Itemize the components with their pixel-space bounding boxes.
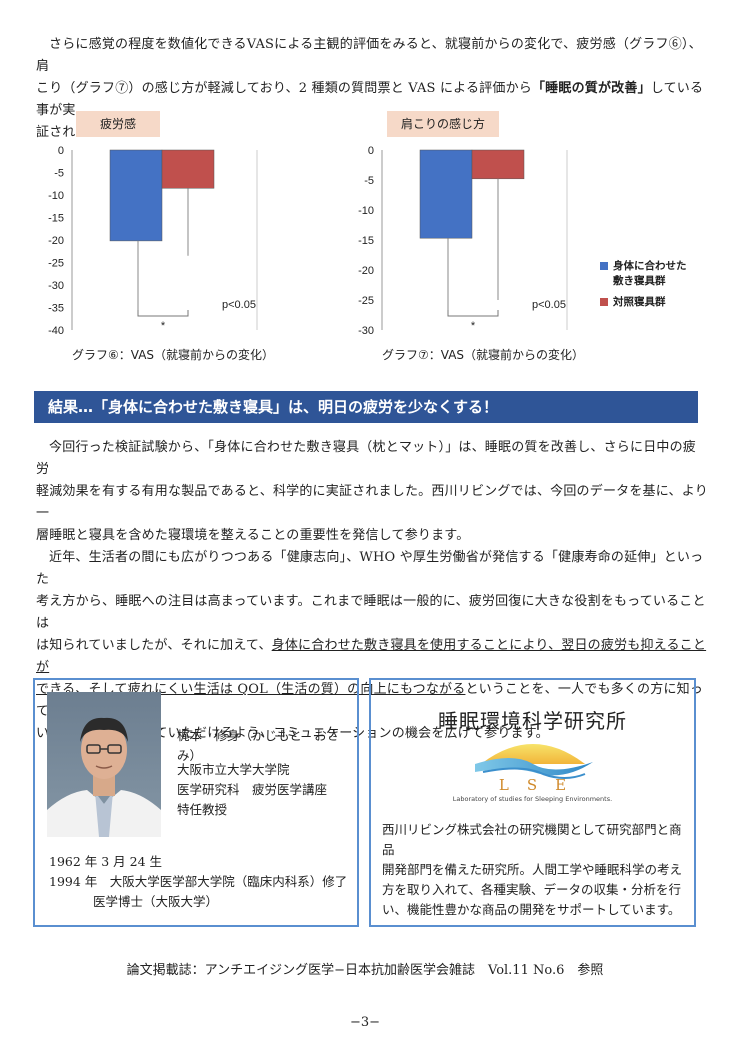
body-line: い、生活に取り入れていただけるよう、コミュニケーションの機会を広げて参ります。 (36, 726, 549, 741)
p-value-label: p<0.05 (222, 299, 256, 311)
profile-history: 1962 年 3 月 24 生 1994 年 大阪大学医学部大学院（臨床内科系）… (49, 854, 348, 909)
underlined-text: 身体に合わせた敷き寝具を使用することにより、翌日の疲労も抑えることが (36, 638, 707, 675)
legend-swatch-red (600, 298, 608, 306)
significance-bracket (447, 310, 499, 317)
bar (161, 149, 215, 189)
reference-note: 論文掲載誌：アンチエイジング医学−日本抗加齢医学会雑誌 Vol.11 No.6 … (126, 963, 604, 978)
lse-logo-icon (475, 744, 593, 779)
y-tick-label: -20 (48, 235, 64, 247)
lse-subtitle: Laboratory of studies for Sleeping Envir… (452, 795, 613, 803)
chart-caption: グラフ⑥：VAS（就寝前からの変化） (72, 348, 275, 362)
significance-bracket (137, 310, 189, 317)
legend-text: 敷き寝具群 (613, 275, 666, 287)
bar (419, 149, 473, 239)
y-tick-label: -40 (48, 325, 64, 337)
y-tick-label: -30 (48, 280, 64, 292)
shoulder-chart: 0 -5 -10 -15 -20 -25 -30 * p<0.05 (358, 145, 568, 337)
profile-name: 梶本 修身（かじもと おさみ） (177, 728, 340, 763)
lse-letters: LSE (498, 776, 585, 794)
y-tick-label: -5 (54, 168, 64, 180)
lab-title: 睡眠環境科学研究所 (438, 709, 627, 733)
intro-line: さらに感覚の程度を数値化できるVASによる主観的評価をみると、就寝前からの変化で… (36, 37, 702, 74)
y-tick-label: -25 (358, 295, 374, 307)
chart-title-shoulder: 肩こりの感じ方 (387, 111, 499, 137)
lab-description: 西川リビング株式会社の研究機関として研究部門と商品 開発部門を備えた研究所。人間… (382, 822, 683, 917)
page-number: −3− (349, 1015, 381, 1030)
y-tick-label: -35 (48, 303, 64, 315)
body-line: 軽減効果を有する有用な製品であると、科学的に実証されました。西川リビングでは、今… (36, 484, 708, 521)
person-icon (47, 717, 161, 837)
y-tick-label: 0 (368, 145, 374, 157)
body-line: は知られていましたが、それに加えて、身体に合わせた敷き寝具を使用することにより、… (36, 638, 707, 675)
y-tick-label: -5 (364, 175, 374, 187)
significance-star: * (161, 320, 166, 332)
y-tick-label: -25 (48, 258, 64, 270)
body-line: 考え方から、睡眠への注目は高まっています。これまで睡眠は一般的に、疲労回復に大き… (36, 594, 706, 631)
result-banner: 結果…「身体に合わせた敷き寝具」は、明日の疲労を少なくする！ (34, 391, 698, 423)
y-tick-label: -20 (358, 265, 374, 277)
bar (109, 149, 163, 242)
chart-legend: 身体に合わせた 敷き寝具群 対照寝具群 (600, 259, 687, 310)
bar (471, 149, 525, 180)
intro-line: こり（グラフ⑦）の感じ方が軽減しており、2 種類の質問票と VAS による評価か… (36, 81, 704, 118)
chart-title-fatigue: 疲労感 (76, 111, 160, 137)
portrait-photo (47, 692, 161, 837)
y-tick-label: -10 (358, 205, 374, 217)
fatigue-chart: 0 -5 -10 -15 -20 -25 -30 -35 -40 * p<0.05 (48, 145, 258, 337)
body-line: 今回行った検証試験から、「身体に合わせた敷き寝具（枕とマット）」は、睡眠の質を改… (36, 440, 697, 477)
significance-star: * (471, 320, 476, 332)
y-tick-label: -15 (48, 213, 64, 225)
profile-affiliation: 大阪市立大学大学院 医学研究科 疲労医学講座 特任教授 (177, 762, 328, 817)
highlight-text: 「睡眠の質が改善」 (531, 81, 651, 96)
y-tick-label: -30 (358, 325, 374, 337)
y-tick-label: -15 (358, 235, 374, 247)
profile-box: 梶本 修身（かじもと おさみ） 大阪市立大学大学院 医学研究科 疲労医学講座 特… (33, 678, 359, 927)
lab-box: 睡眠環境科学研究所 LSE Laboratory of studies for … (369, 678, 696, 927)
y-tick-label: -10 (48, 190, 64, 202)
legend-item: 対照寝具群 (600, 295, 687, 310)
legend-item: 身体に合わせた (600, 259, 687, 274)
legend-swatch-blue (600, 262, 608, 270)
chart-caption: グラフ⑦：VAS（就寝前からの変化） (382, 348, 585, 362)
body-line: 層睡眠と寝具を含めた寝環境を整えることの重要性を発信して参ります。 (36, 528, 470, 543)
body-line: 近年、生活者の間にも広がりつつある「健康志向」、WHO や厚生労働省が発信する「… (36, 550, 704, 587)
y-tick-label: 0 (58, 145, 64, 157)
p-value-label: p<0.05 (532, 299, 566, 311)
